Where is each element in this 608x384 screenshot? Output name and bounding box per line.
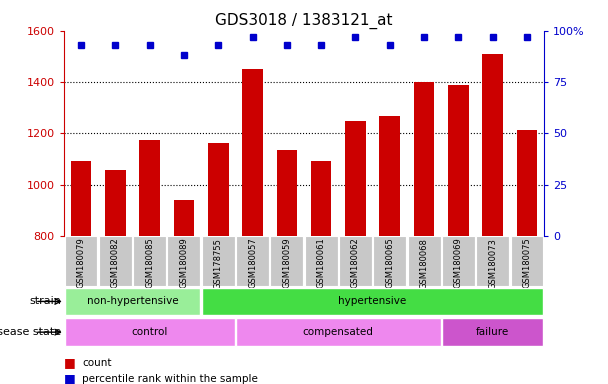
Text: GSM180075: GSM180075 [522,238,531,288]
Bar [311,161,331,384]
Bar [414,82,434,384]
Bar [482,54,503,384]
Text: percentile rank within the sample: percentile rank within the sample [82,374,258,384]
Bar [476,236,509,286]
Bar [208,143,229,384]
Text: GSM180057: GSM180057 [248,238,257,288]
Text: ■: ■ [64,372,75,384]
Bar [174,200,194,384]
Bar [64,288,201,315]
Text: GSM180062: GSM180062 [351,238,360,288]
Bar [105,170,126,384]
Text: GSM178755: GSM178755 [214,238,223,288]
Text: GSM180065: GSM180065 [385,238,394,288]
Bar [99,236,132,286]
Bar [236,318,441,346]
Bar [373,236,406,286]
Bar [407,236,441,286]
Bar [271,236,303,286]
Bar [133,236,166,286]
Text: GSM180061: GSM180061 [317,238,326,288]
Text: failure: failure [476,327,510,337]
Bar [139,140,160,384]
Text: GSM180085: GSM180085 [145,238,154,288]
Bar [345,121,366,384]
Text: control: control [131,327,168,337]
Bar [202,236,235,286]
Text: strain: strain [30,296,61,306]
Bar [242,69,263,384]
Text: compensated: compensated [303,327,374,337]
Bar [339,236,372,286]
Text: count: count [82,358,112,368]
Text: GSM180082: GSM180082 [111,238,120,288]
Bar [448,84,469,384]
Text: ■: ■ [64,356,75,369]
Text: disease state: disease state [0,327,61,337]
Bar [64,236,97,286]
Bar [202,288,544,315]
Text: GSM180089: GSM180089 [179,238,188,288]
Bar [517,129,537,384]
Bar [442,236,475,286]
Bar [277,150,297,384]
Bar [71,161,91,384]
Text: GSM180079: GSM180079 [77,238,86,288]
Bar [442,318,544,346]
Bar [379,116,400,384]
Title: GDS3018 / 1383121_at: GDS3018 / 1383121_at [215,13,393,29]
Text: non-hypertensive: non-hypertensive [87,296,178,306]
Text: GSM180068: GSM180068 [420,238,429,288]
Text: GSM180069: GSM180069 [454,238,463,288]
Text: GSM180073: GSM180073 [488,238,497,288]
Bar [167,236,201,286]
Bar [64,318,235,346]
Text: GSM180059: GSM180059 [282,238,291,288]
Text: hypertensive: hypertensive [339,296,407,306]
Bar [236,236,269,286]
Bar [305,236,337,286]
Bar [511,236,544,286]
